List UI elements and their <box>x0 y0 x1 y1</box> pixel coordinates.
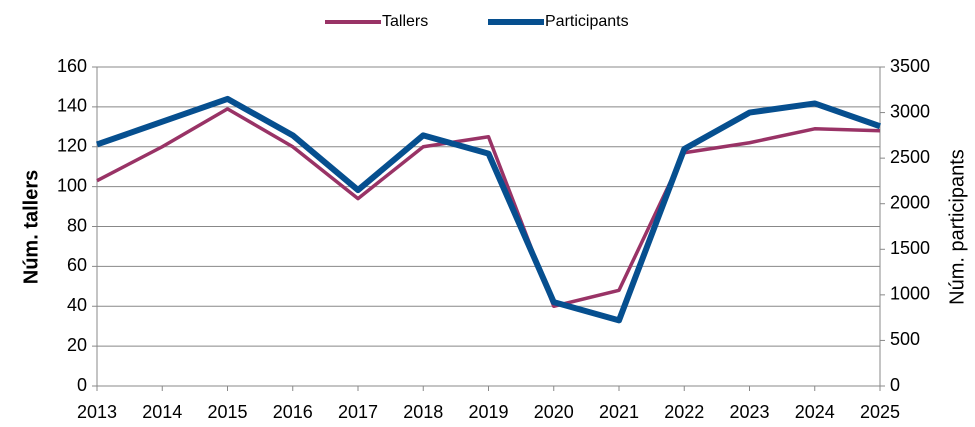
legend-label: Participants <box>545 13 629 30</box>
x-tick-label: 2013 <box>77 402 117 422</box>
y2-tick-label: 3000 <box>890 101 930 121</box>
y-tick-label: 160 <box>57 56 87 76</box>
x-tick-label: 2016 <box>273 402 313 422</box>
y2-tick-label: 1000 <box>890 284 930 304</box>
x-tick-label: 2017 <box>338 402 378 422</box>
y-tick-label: 100 <box>57 175 87 195</box>
y-tick-label: 140 <box>57 96 87 116</box>
legend-label: Tallers <box>382 13 428 30</box>
y2-tick-label: 2500 <box>890 147 930 167</box>
x-tick-label: 2018 <box>403 402 443 422</box>
x-tick-label: 2014 <box>142 402 182 422</box>
y2-tick-label: 2000 <box>890 192 930 212</box>
y2-tick-label: 1500 <box>890 238 930 258</box>
series-line <box>96 95 881 324</box>
y-tick-label: 20 <box>67 335 87 355</box>
x-tick-label: 2023 <box>729 402 769 422</box>
y-tick-label: 80 <box>67 215 87 235</box>
x-tick-label: 2019 <box>468 402 508 422</box>
y-tick-label: 0 <box>77 375 87 395</box>
x-tick-label: 2025 <box>860 402 900 422</box>
y2-axis-title: Núm. participants <box>946 149 968 305</box>
x-tick-label: 2022 <box>664 402 704 422</box>
x-tick-label: 2021 <box>599 402 639 422</box>
y2-tick-label: 0 <box>890 375 900 395</box>
y-tick-label: 60 <box>67 255 87 275</box>
x-tick-label: 2015 <box>207 402 247 422</box>
x-tick-label: 2024 <box>795 402 835 422</box>
y2-tick-label: 3500 <box>890 56 930 76</box>
y-tick-label: 120 <box>57 136 87 156</box>
y-axis-title: Núm. tallers <box>20 170 42 284</box>
y2-tick-label: 500 <box>890 329 920 349</box>
x-tick-label: 2020 <box>534 402 574 422</box>
series-line <box>96 107 881 308</box>
y-tick-label: 40 <box>67 295 87 315</box>
